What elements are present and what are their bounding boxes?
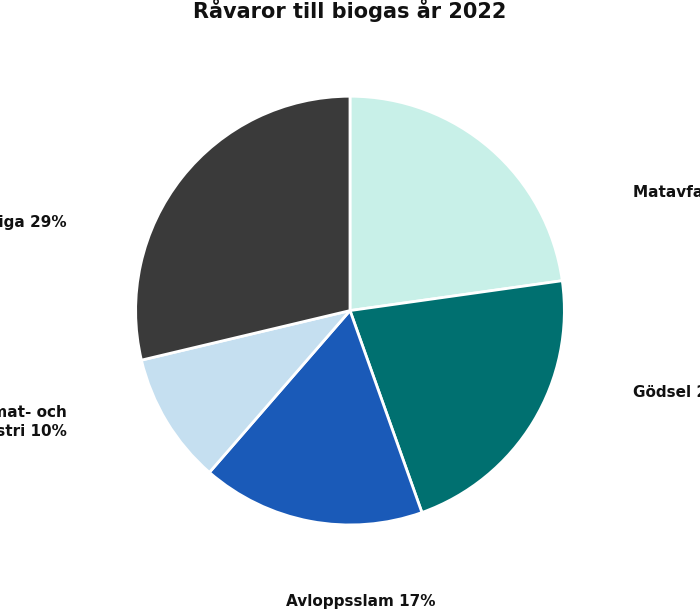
Text: Övriga 29%: Övriga 29%	[0, 211, 67, 230]
Text: Avfall från mat- och
foderindustri 10%: Avfall från mat- och foderindustri 10%	[0, 404, 67, 440]
Text: Avloppsslam 17%: Avloppsslam 17%	[286, 594, 435, 608]
Title: Råvaror till biogas år 2022: Råvaror till biogas år 2022	[193, 0, 507, 22]
Wedge shape	[350, 281, 564, 513]
Wedge shape	[141, 311, 350, 473]
Text: Gödsel 22%: Gödsel 22%	[633, 384, 700, 400]
Wedge shape	[350, 96, 562, 311]
Wedge shape	[136, 96, 350, 360]
Text: Matavfall 23%: Matavfall 23%	[633, 185, 700, 200]
Wedge shape	[209, 311, 422, 525]
